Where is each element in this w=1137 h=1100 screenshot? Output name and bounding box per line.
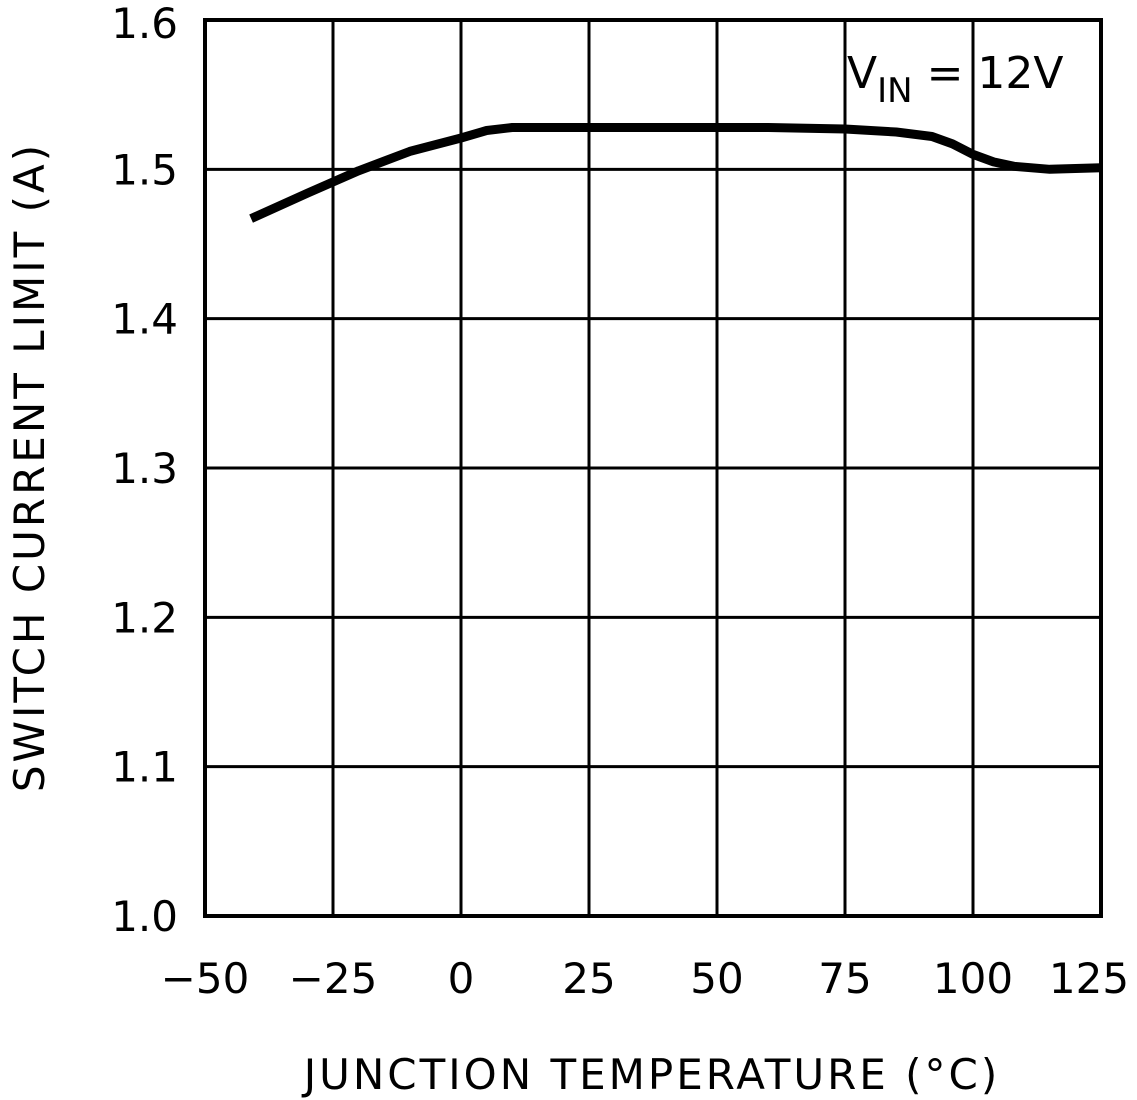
annotation-rest: = 12V (913, 48, 1064, 99)
y-tick-label: 1.4 (111, 295, 178, 344)
x-tick-label: −50 (161, 954, 250, 1003)
x-tick-label: 0 (448, 954, 475, 1003)
series-line (249, 123, 1102, 223)
y-tick-label: 1.6 (111, 0, 178, 48)
x-tick-label: 75 (818, 954, 871, 1003)
y-tick-label: 1.5 (111, 145, 178, 194)
y-tick-label: 1.1 (111, 743, 178, 792)
x-tick-label: −25 (289, 954, 378, 1003)
vin-annotation: VIN = 12V (847, 48, 1064, 111)
plot-frame (203, 18, 1103, 918)
x-tick-labels: −50 −25 0 25 50 75 100 125 (161, 954, 1129, 1003)
x-tick-label: 25 (562, 954, 615, 1003)
x-tick-label: 100 (933, 954, 1013, 1003)
y-tick-label: 1.2 (111, 593, 178, 642)
y-axis-label: SWITCH CURRENT LIMIT (A) (5, 142, 54, 792)
annotation-main: V (847, 48, 877, 99)
x-tick-label: 125 (1049, 954, 1129, 1003)
grid (203, 18, 1103, 918)
annotation-sub: IN (877, 71, 912, 111)
x-tick-label: 50 (690, 954, 743, 1003)
y-tick-labels: 1.0 1.1 1.2 1.3 1.4 1.5 1.6 (111, 0, 178, 941)
y-tick-label: 1.3 (111, 444, 178, 493)
x-axis-label: JUNCTION TEMPERATURE (°C) (301, 1050, 1001, 1099)
y-tick-label: 1.0 (111, 892, 178, 941)
